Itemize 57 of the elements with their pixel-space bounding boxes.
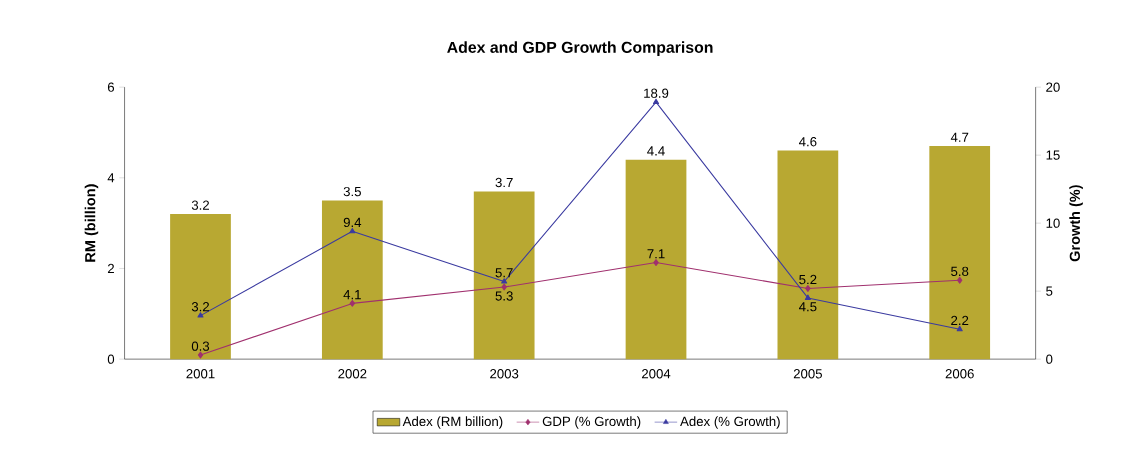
data-label: 4.4 <box>647 146 665 156</box>
data-label: 3.2 <box>191 302 210 312</box>
bar <box>170 214 231 360</box>
point <box>197 351 204 359</box>
point <box>805 285 811 293</box>
data-label: 9.4 <box>343 217 362 228</box>
point <box>957 277 963 284</box>
bar <box>777 150 839 360</box>
x-tick-label: 2006 <box>945 369 974 379</box>
x-tick-label: 2003 <box>490 369 519 379</box>
y2-tick-label: 0 <box>1046 354 1053 365</box>
data-label: 5.2 <box>799 275 817 285</box>
point <box>956 326 963 332</box>
y2-tick-label: 5 <box>1046 286 1053 296</box>
data-label: 5.3 <box>495 291 513 301</box>
bar <box>473 191 535 360</box>
y-axis-title: RM (billion) <box>84 184 99 262</box>
x-tick-label: 2001 <box>186 369 215 379</box>
point <box>501 278 508 284</box>
data-label: 0.3 <box>191 341 210 352</box>
point <box>349 228 356 234</box>
y-tick-label: 4 <box>107 173 115 183</box>
data-label: 4.7 <box>950 132 969 143</box>
y2-axis-title: Growth (%) <box>1069 185 1083 262</box>
bar <box>321 200 383 360</box>
point <box>652 98 660 105</box>
point <box>197 312 204 318</box>
data-label: 3.5 <box>343 187 361 197</box>
point <box>804 294 811 301</box>
x-tick-label: 2002 <box>338 369 367 379</box>
data-label: 4.5 <box>799 302 817 312</box>
data-label: 5.8 <box>951 266 969 277</box>
legend-label: Adex (% Growth) <box>680 416 780 429</box>
chart-title: Adex and GDP Growth Comparison <box>447 41 713 57</box>
data-label: 3.7 <box>495 178 513 188</box>
data-label: 2.2 <box>951 316 969 326</box>
y2-tick-label: 10 <box>1046 218 1060 229</box>
bar <box>929 146 991 360</box>
data-label: 7.1 <box>647 249 665 259</box>
point <box>653 259 659 267</box>
data-label: 4.6 <box>798 137 817 147</box>
data-label: 5.7 <box>495 268 513 278</box>
point <box>349 300 356 308</box>
x-tick-label: 2005 <box>793 369 822 379</box>
bar <box>625 159 687 360</box>
y-tick-label: 2 <box>107 264 114 274</box>
y2-tick-label: 15 <box>1046 150 1060 160</box>
data-label: 18.9 <box>644 88 669 99</box>
y-tick-label: 0 <box>107 354 115 365</box>
x-tick-label: 2004 <box>641 369 671 379</box>
data-label: 3.2 <box>191 200 210 211</box>
data-label: 4.1 <box>343 290 361 300</box>
point <box>501 283 507 291</box>
y2-tick-label: 20 <box>1046 82 1060 93</box>
y-tick-label: 6 <box>107 82 115 93</box>
legend-label: Adex (RM billion) <box>402 416 503 429</box>
legend-label: GDP (% Growth) <box>542 416 641 429</box>
